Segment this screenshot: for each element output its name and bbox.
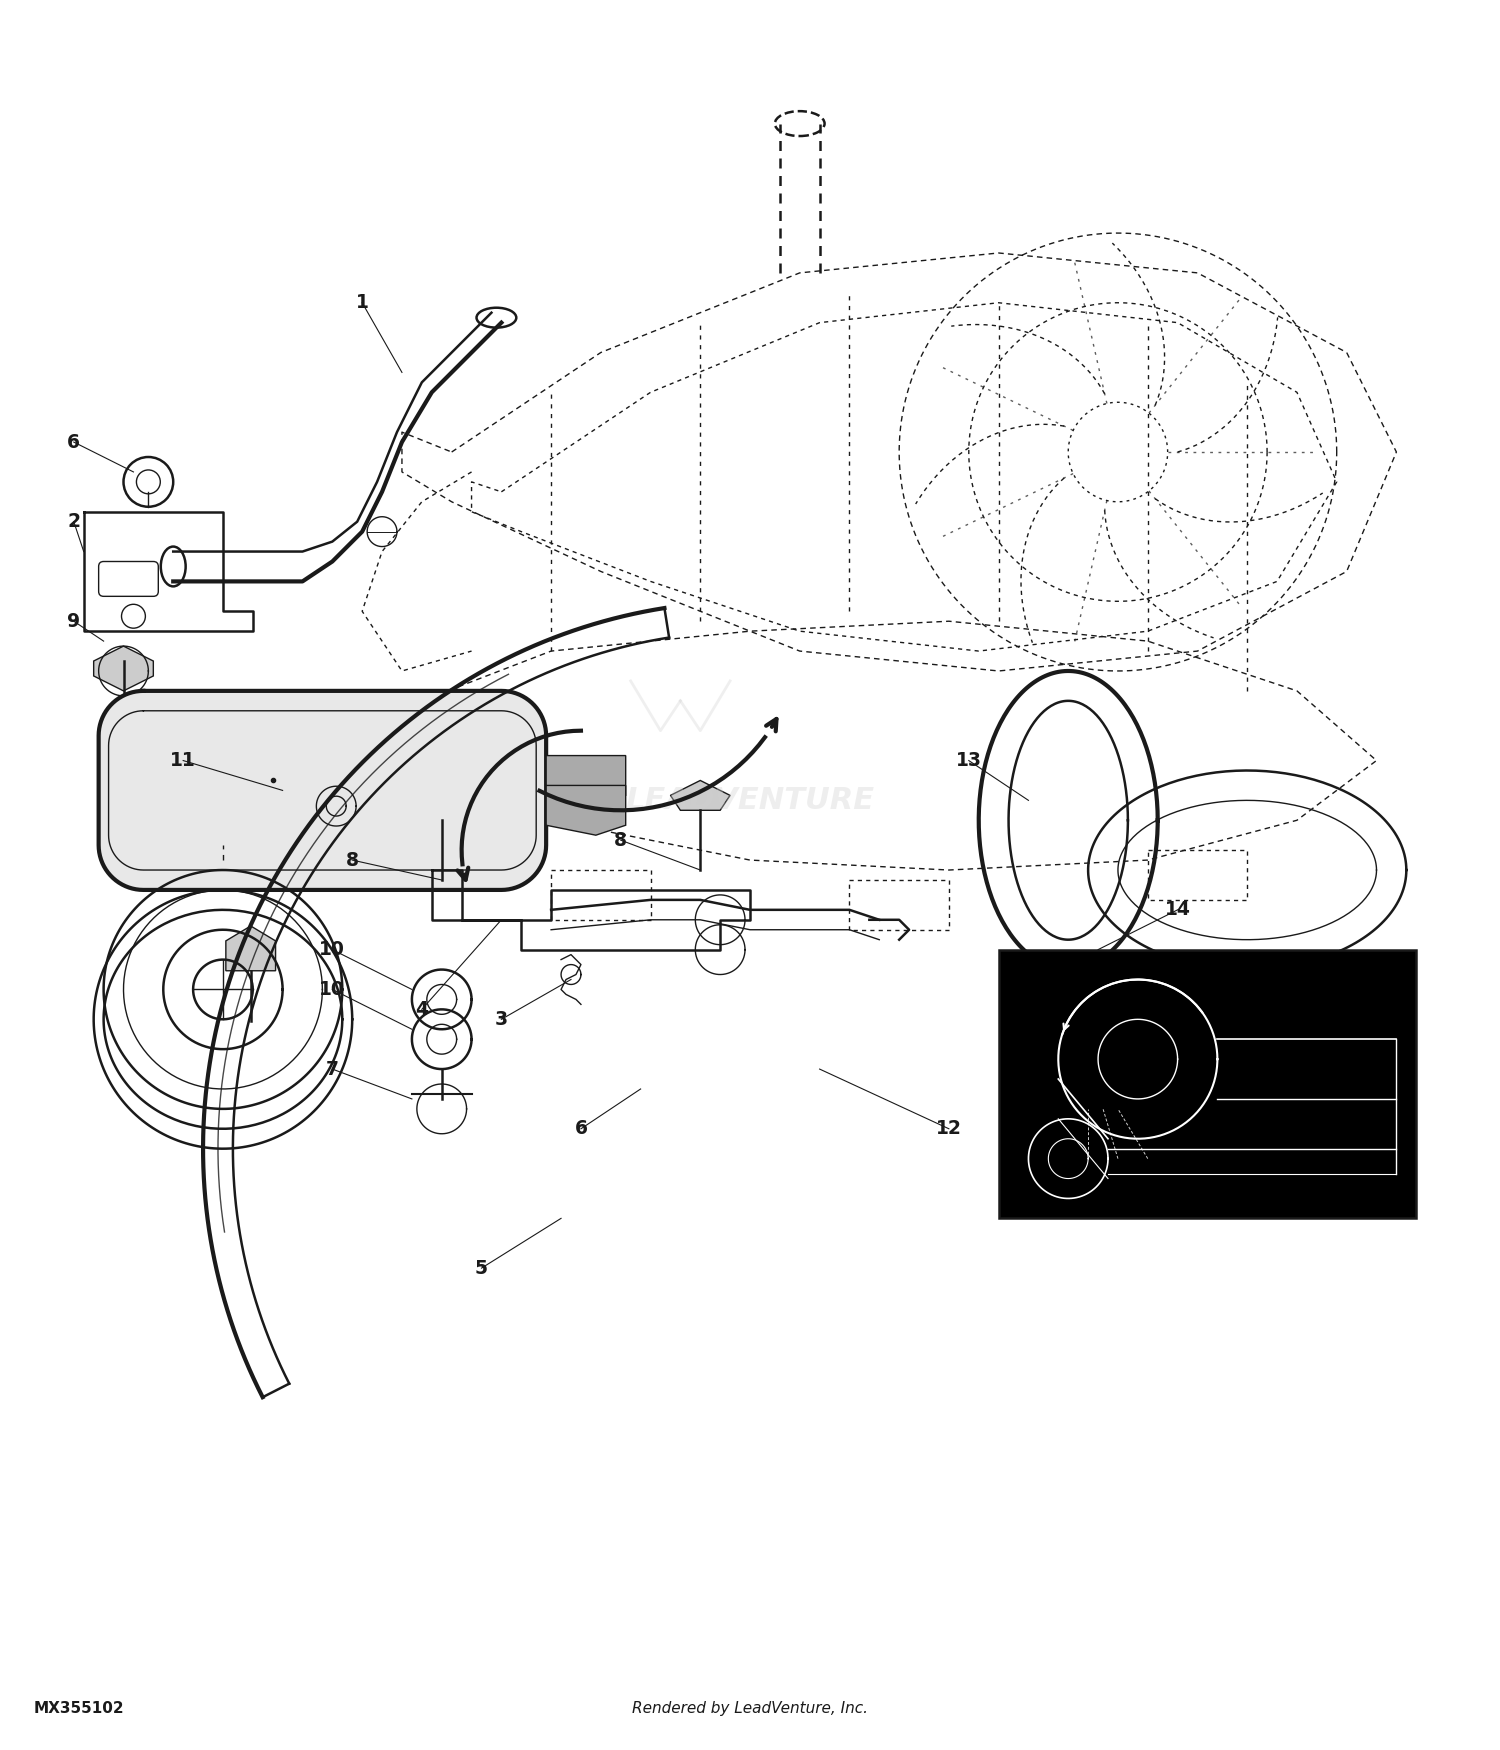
Text: Rendered by LeadVenture, Inc.: Rendered by LeadVenture, Inc. <box>632 1701 868 1717</box>
Text: 9: 9 <box>68 612 81 630</box>
Text: LEADVENTURE: LEADVENTURE <box>626 786 874 816</box>
Polygon shape <box>670 780 730 810</box>
Text: 6: 6 <box>68 432 81 452</box>
Polygon shape <box>226 926 276 971</box>
Text: 5: 5 <box>476 1258 488 1278</box>
Text: 8: 8 <box>345 850 358 870</box>
Text: 14: 14 <box>1164 900 1191 919</box>
Text: MX355102: MX355102 <box>34 1701 124 1717</box>
Text: 11: 11 <box>171 751 196 770</box>
Text: 4: 4 <box>416 999 429 1018</box>
Text: 8: 8 <box>614 831 627 850</box>
Polygon shape <box>546 786 626 835</box>
Text: 10: 10 <box>320 980 345 999</box>
Text: 10: 10 <box>320 940 345 959</box>
Text: 7: 7 <box>326 1059 339 1078</box>
Polygon shape <box>546 756 626 805</box>
Text: 12: 12 <box>936 1120 962 1138</box>
Text: 13: 13 <box>956 751 982 770</box>
Polygon shape <box>413 791 471 821</box>
Text: 2: 2 <box>68 513 81 532</box>
Text: 3: 3 <box>495 1010 508 1029</box>
Polygon shape <box>93 646 153 691</box>
Text: 1: 1 <box>356 294 369 311</box>
Polygon shape <box>99 691 546 891</box>
FancyBboxPatch shape <box>999 950 1416 1218</box>
Text: 6: 6 <box>574 1120 588 1138</box>
